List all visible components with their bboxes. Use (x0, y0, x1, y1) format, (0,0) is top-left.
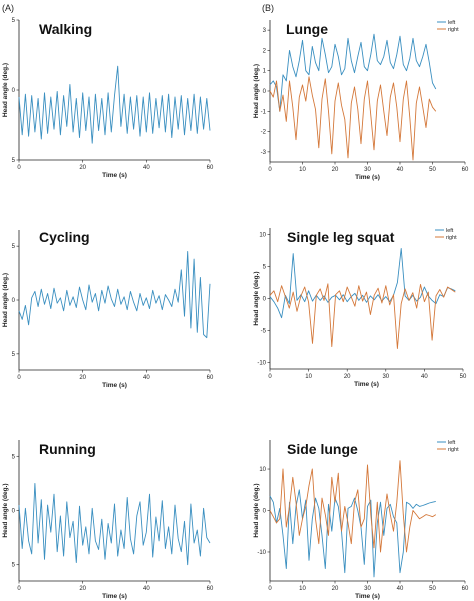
x-tick-label: 50 (429, 586, 436, 592)
x-tick-label: 0 (17, 165, 21, 171)
legend-label-right: right (448, 447, 459, 453)
x-tick-label: 60 (207, 165, 214, 171)
x-tick-label: 0 (17, 586, 21, 592)
series-line-left (269, 248, 456, 319)
series-line-right (269, 460, 437, 553)
y-tick-label: 0 (12, 298, 16, 304)
x-tick-label: 0 (268, 167, 272, 173)
chart-title: Cycling (39, 229, 90, 245)
x-tick-label: 40 (397, 586, 404, 592)
chart-title: Running (39, 441, 96, 457)
y-tick-label: 10 (259, 232, 266, 238)
x-tick-label: 60 (462, 586, 469, 592)
y-tick-label: 0 (263, 509, 267, 515)
legend-label-right: right (446, 235, 457, 241)
y-tick-label: 3 (263, 28, 267, 34)
y-tick-label: 2 (263, 48, 267, 54)
panel-label-a: (A) (2, 3, 14, 13)
y-axis-label: Head angle (deg.) (253, 271, 260, 325)
series-line-left (269, 33, 437, 112)
y-tick-label: 5 (12, 158, 16, 164)
y-tick-label: 0 (263, 89, 267, 95)
y-tick-label: 5 (12, 563, 16, 569)
series-line-signal (18, 251, 211, 339)
x-tick-label: 30 (382, 374, 389, 380)
y-axis-label: Head angle (deg.) (2, 273, 9, 327)
y-tick-label: 5 (12, 454, 16, 460)
x-axis-label: Time (s) (355, 593, 380, 600)
y-tick-label: -10 (257, 550, 266, 556)
y-tick-label: 5 (12, 18, 16, 24)
x-tick-label: 40 (143, 586, 150, 592)
x-tick-label: 20 (332, 586, 339, 592)
x-tick-label: 40 (143, 375, 150, 381)
x-tick-label: 40 (143, 165, 150, 171)
y-tick-label: 5 (12, 244, 16, 250)
chart-title: Lunge (286, 21, 328, 37)
x-tick-label: 20 (344, 374, 351, 380)
x-axis-label: Time (s) (102, 172, 127, 179)
chart-5: 0 10 20 30 40 50 60 10 0 -10 Time (s) Head angle (d… (253, 440, 469, 600)
chart-title: Side lunge (287, 441, 358, 457)
x-tick-label: 30 (364, 586, 371, 592)
y-tick-label: -1 (261, 109, 267, 115)
y-tick-label: 0 (12, 88, 16, 94)
y-tick-label: 10 (259, 467, 266, 473)
x-tick-label: 60 (462, 167, 469, 173)
series-line-signal (18, 482, 211, 566)
x-tick-label: 0 (268, 586, 272, 592)
y-tick-label: -2 (261, 130, 267, 136)
y-tick-label: 1 (263, 69, 267, 75)
x-tick-label: 10 (305, 374, 312, 380)
x-tick-label: 20 (79, 375, 86, 381)
x-tick-label: 30 (364, 167, 371, 173)
x-tick-label: 50 (460, 374, 467, 380)
y-tick-label: -5 (261, 329, 267, 335)
x-axis-label: Time (s) (102, 593, 127, 600)
y-axis-label: Head angle (deg.) (2, 483, 9, 537)
legend-label-right: right (448, 27, 459, 33)
x-tick-label: 60 (207, 375, 214, 381)
series-line-left (269, 489, 436, 578)
x-tick-label: 20 (79, 586, 86, 592)
x-axis-label: Time (s) (102, 382, 127, 389)
chart-title: Single leg squat (287, 229, 395, 245)
x-tick-label: 20 (79, 165, 86, 171)
y-tick-label: 0 (263, 297, 267, 303)
x-tick-label: 40 (397, 167, 404, 173)
y-tick-label: 5 (12, 352, 16, 358)
x-axis-label: Time (s) (355, 174, 380, 181)
x-axis-label: Time (s) (354, 381, 379, 388)
x-tick-label: 10 (299, 167, 306, 173)
x-tick-label: 20 (332, 167, 339, 173)
chart-title: Walking (39, 21, 92, 37)
x-tick-label: 10 (299, 586, 306, 592)
legend-label-left: left (448, 440, 456, 446)
chart-2: 0 20 40 60 5 0 5 Time (s) Head angle (deg.) Cycli… (2, 229, 214, 389)
chart-4: 0 20 40 60 5 0 5 Time (s) Head angle (deg.) Runni… (2, 440, 214, 600)
y-axis-label: Head angle (deg.) (253, 483, 260, 537)
y-tick-label: 5 (263, 264, 267, 270)
y-axis-label: Head angle (deg.) (253, 64, 260, 118)
legend-label-left: left (448, 20, 456, 26)
series-line-right (269, 76, 437, 161)
series-line-right (269, 283, 456, 349)
y-tick-label: -10 (257, 361, 266, 367)
x-tick-label: 0 (17, 375, 21, 381)
x-tick-label: 40 (421, 374, 428, 380)
panel-label-b: (B) (262, 3, 274, 13)
series-line-signal (18, 65, 211, 144)
y-tick-label: -3 (261, 150, 267, 156)
x-tick-label: 60 (207, 586, 214, 592)
legend-label-left: left (446, 228, 454, 234)
x-tick-label: 50 (429, 167, 436, 173)
y-axis-label: Head angle (deg.) (2, 63, 9, 117)
y-tick-label: 0 (12, 509, 16, 515)
x-tick-label: 0 (268, 374, 272, 380)
